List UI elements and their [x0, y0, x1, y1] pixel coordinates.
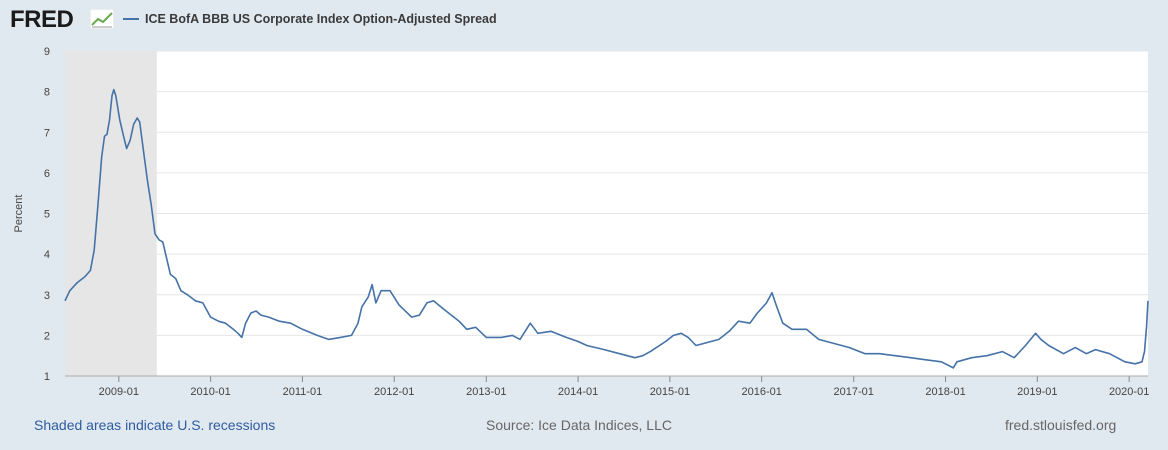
x-tick-label: 2012-01	[374, 386, 414, 398]
y-tick-label: 8	[44, 87, 50, 99]
source-note: Source: Ice Data Indices, LLC	[486, 417, 672, 433]
series-legend: ICE BofA BBB US Corporate Index Option-A…	[123, 12, 497, 26]
x-tick-label: 2019-01	[1017, 386, 1057, 398]
y-tick-label: 5	[44, 209, 50, 221]
site-link[interactable]: fred.stlouisfed.org	[1005, 417, 1117, 433]
x-tick-label: 2017-01	[834, 386, 874, 398]
legend-series-name: ICE BofA BBB US Corporate Index Option-A…	[145, 12, 497, 26]
x-tick-label: 2011-01	[283, 386, 323, 398]
x-tick-label: 2013-01	[466, 386, 506, 398]
y-tick-label: 7	[44, 127, 50, 139]
recession-note[interactable]: Shaded areas indicate U.S. recessions	[34, 417, 276, 433]
y-tick-label: 6	[44, 168, 50, 180]
y-tick-label: 2	[44, 330, 50, 342]
x-tick-label: 2016-01	[741, 386, 781, 398]
x-tick-label: 2020-01	[1109, 386, 1149, 398]
y-axis-label: Percent	[13, 195, 25, 233]
x-tick-label: 2009-01	[99, 386, 139, 398]
y-tick-label: 3	[44, 290, 50, 302]
series-line	[64, 88, 1149, 369]
legend-line-swatch	[123, 18, 139, 20]
fred-logo[interactable]: FRED	[10, 6, 74, 33]
y-tick-label: 4	[44, 249, 50, 261]
x-tick-label: 2014-01	[558, 386, 598, 398]
fred-logo-chart-icon	[90, 9, 114, 29]
x-tick-label: 2018-01	[925, 386, 965, 398]
chart-header: FRED ICE BofA BBB US Corporate Index Opt…	[0, 0, 1168, 40]
x-tick-label: 2010-01	[190, 386, 230, 398]
y-tick-label: 9	[44, 46, 50, 58]
y-tick-label: 1	[44, 371, 50, 383]
x-tick-label: 2015-01	[650, 386, 690, 398]
line-chart: 1 2 3 4 5 6 7 8 9 2009-01 2010-01 2011-01 2012-01 201…	[13, 46, 1149, 398]
